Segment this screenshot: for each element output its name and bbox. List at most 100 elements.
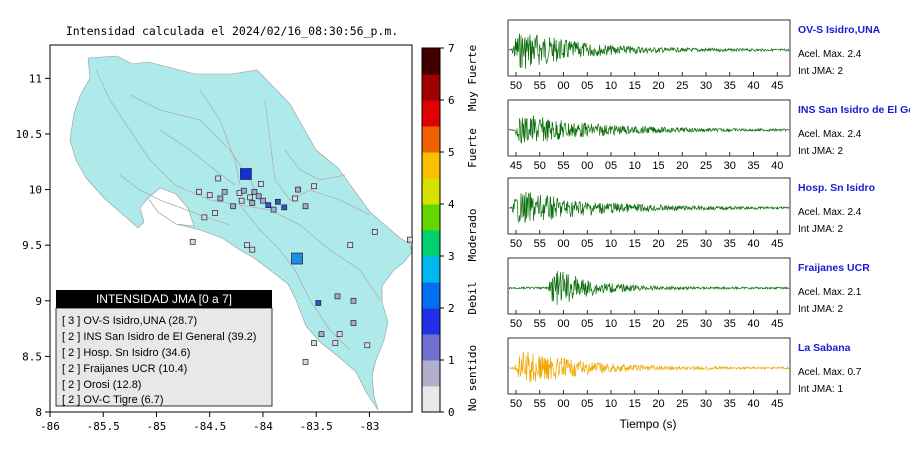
time-tick-label: 25 [676,80,688,92]
station-marker [260,197,266,204]
time-tick-label: 25 [676,238,688,250]
costa-rica-land [69,55,413,411]
station-marker [311,340,317,346]
waveform-panels: 50 55 00 05 10 15 20 25 30 35 40 45 OV-S Isidro,UNA A… [507,19,910,410]
time-tick-label: 55 [534,398,546,410]
map-axes: -86 -85.5 -85 -84.5 -84 -83.5 -83 11 10.5 10 9.5 9 8… [16,72,380,433]
station-marker [244,242,250,249]
legend-body-bg [55,307,273,407]
time-tick-label: 15 [629,238,641,250]
jma-intensity-text: Int JMA: 2 [798,304,843,315]
station-marker [281,204,288,211]
station-marker [292,195,298,202]
colorbar-tick-label: 7 [448,42,455,55]
station-marker [350,297,357,304]
intensity-legend: INTENSIDAD JMA [0 a 7] [ 3 ] OV-S Isidro… [55,290,273,407]
time-tick-label: 00 [557,238,569,250]
time-tick-label: 20 [652,80,664,92]
time-tick-label: 25 [676,398,688,410]
colorbar-tick-label: 1 [448,354,455,367]
x-tick-label: -84.5 [193,420,226,433]
station-marker [270,206,277,213]
colorbar-segment [422,256,440,283]
station-name: INS San Isidro de El Ge [798,104,910,116]
waveform-trace [508,33,790,69]
station-marker [295,186,301,193]
time-tick-label: 30 [700,238,712,250]
jma-intensity-text: Int JMA: 1 [798,384,843,395]
time-tick-label: 20 [652,238,664,250]
station-name: Fraijanes UCR [798,262,870,274]
colorbar-frame [421,47,441,413]
colorbar-segment [422,334,440,361]
station-marker [212,210,218,216]
colorbar-tick-label: 5 [448,146,455,159]
road-line [95,69,381,301]
station-marker [336,331,343,338]
legend-entry: [ 3 ] OV-S Isidro,UNA (28.7) [62,315,197,327]
time-tick-label: 10 [605,80,617,92]
time-tick-label: 55 [534,318,546,330]
station-marker [206,192,213,198]
jma-intensity-text: Int JMA: 2 [798,146,843,157]
time-tick-label: 15 [629,80,641,92]
time-tick-label: 45 [771,398,783,410]
y-tick-label: 8 [35,406,42,419]
colorbar-label-muy-fuerte: Muy Fuerte [466,45,479,111]
station-marker [371,228,378,235]
waveform-trace [508,351,790,382]
max-accel-text: Acel. Max. 0.7 [798,367,862,378]
time-tick-label: 05 [581,318,593,330]
station-marker [315,300,322,306]
colorbar-segment [422,204,440,231]
time-tick-label: 30 [700,80,712,92]
max-accel-text: Acel. Max. 2.1 [798,287,862,298]
time-tick-label: 35 [747,160,759,172]
time-tick-label: 40 [771,160,783,172]
road-line [119,174,231,226]
time-tick-label: 15 [629,318,641,330]
nicoya-gulf-water [147,187,195,227]
waveform-frame [507,337,791,395]
time-tick-label: 10 [605,318,617,330]
waveform-panel: 50 55 00 05 10 15 20 25 30 35 40 45 Hosp. Sn Isidro A… [507,177,875,250]
x-tick-label: -85.5 [87,420,120,433]
waveform-panel: 45 50 55 00 05 10 15 20 25 30 35 40 INS San Isidro d… [507,99,910,172]
time-tick-label: 35 [724,318,736,330]
time-tick-label: 45 [510,160,522,172]
time-tick-label: 20 [652,398,664,410]
time-tick-label: 25 [700,160,712,172]
station-marker [311,183,317,190]
time-tick-label: 20 [676,160,688,172]
time-tick-label: 40 [747,398,759,410]
time-tick-label: 05 [581,238,593,250]
colorbar-segment [422,100,440,127]
max-accel-text: Acel. Max. 2.4 [798,129,862,140]
station-marker [255,193,262,200]
time-tick-label: 30 [700,398,712,410]
time-axis-label: Tiempo (s) [620,417,677,431]
time-tick-label: 40 [747,80,759,92]
station-marker [291,252,303,265]
time-tick-label: 45 [771,238,783,250]
time-tick-label: 40 [747,238,759,250]
colorbar-label-moderado: Moderado [466,209,479,262]
time-tick-label: 10 [629,160,641,172]
waveform-trace [508,271,790,305]
time-tick-label: 05 [605,160,617,172]
colorbar-label-fuerte: Fuerte [466,128,479,168]
station-marker [215,175,222,182]
colorbar-segment [422,152,440,179]
y-tick-label: 11 [29,72,42,85]
road-line [284,149,346,181]
colorbar-tick-label: 4 [448,198,455,211]
station-name: La Sabana [798,342,851,354]
colorbar-segment [422,360,440,387]
waveform-trace [508,115,790,144]
colorbar-segment [422,178,440,205]
legend-entry: [ 2 ] Fraijanes UCR (10.4) [62,363,187,375]
time-tick-label: 55 [534,238,546,250]
station-marker [364,342,371,349]
time-tick-label: 35 [724,80,736,92]
station-name: OV-S Isidro,UNA [798,24,881,36]
